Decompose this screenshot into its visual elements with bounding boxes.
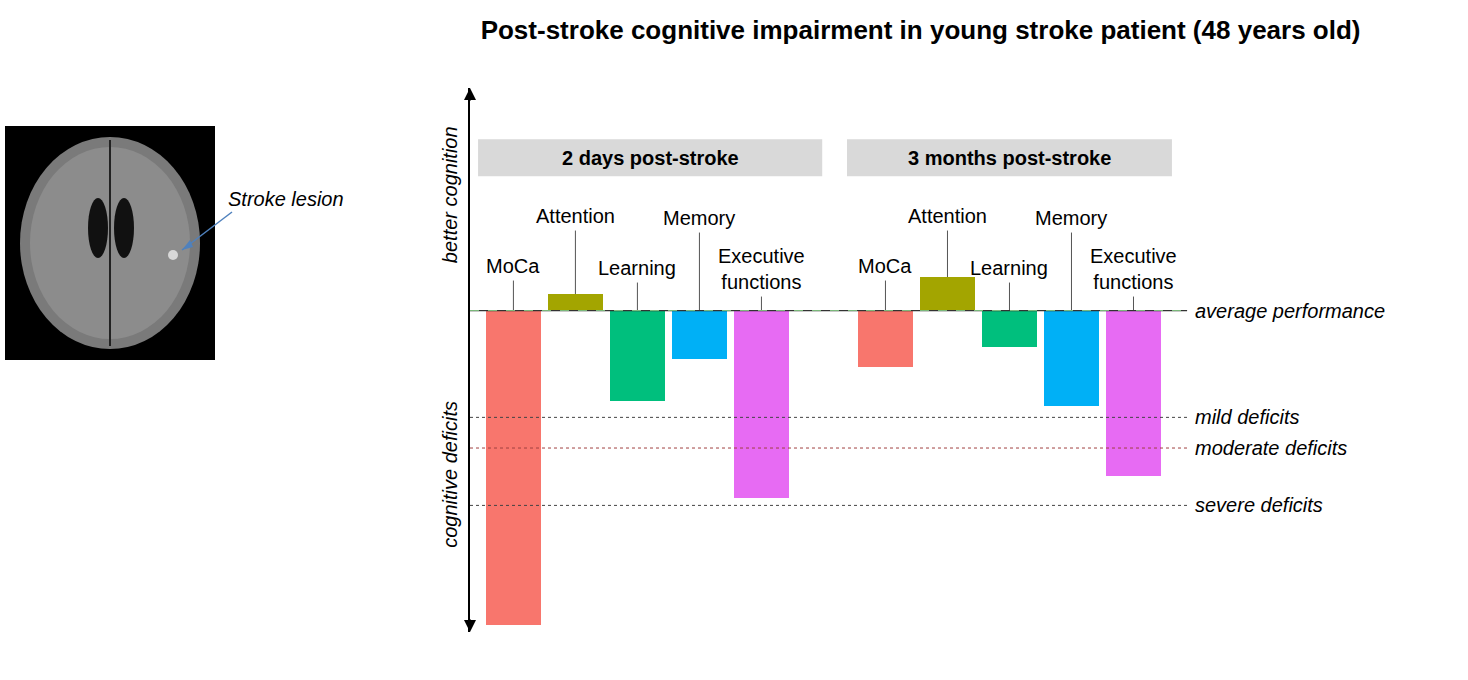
svg-text:Executivefunctions: Executivefunctions [718, 245, 805, 293]
svg-text:average performance: average performance [1195, 300, 1385, 322]
svg-text:mild deficits: mild deficits [1195, 406, 1299, 428]
svg-text:2 days post-stroke: 2 days post-stroke [562, 147, 739, 169]
svg-text:Executivefunctions: Executivefunctions [1090, 245, 1177, 293]
svg-text:Post-stroke cognitive impairme: Post-stroke cognitive impairment in youn… [481, 15, 1361, 45]
svg-text:cognitive deficits: cognitive deficits [439, 401, 461, 548]
svg-text:Learning: Learning [598, 257, 676, 279]
svg-text:moderate deficits: moderate deficits [1195, 437, 1347, 459]
svg-text:3 months post-stroke: 3 months post-stroke [908, 147, 1111, 169]
svg-text:Learning: Learning [970, 257, 1048, 279]
svg-text:Attention: Attention [536, 205, 615, 227]
svg-text:better cognition: better cognition [439, 126, 461, 263]
svg-text:Memory: Memory [1035, 207, 1107, 229]
svg-text:MoCa: MoCa [858, 255, 912, 277]
svg-text:Stroke lesion: Stroke lesion [228, 188, 344, 210]
svg-text:Memory: Memory [663, 207, 735, 229]
svg-text:Attention: Attention [908, 205, 987, 227]
svg-text:severe deficits: severe deficits [1195, 494, 1323, 516]
svg-text:MoCa: MoCa [486, 255, 540, 277]
